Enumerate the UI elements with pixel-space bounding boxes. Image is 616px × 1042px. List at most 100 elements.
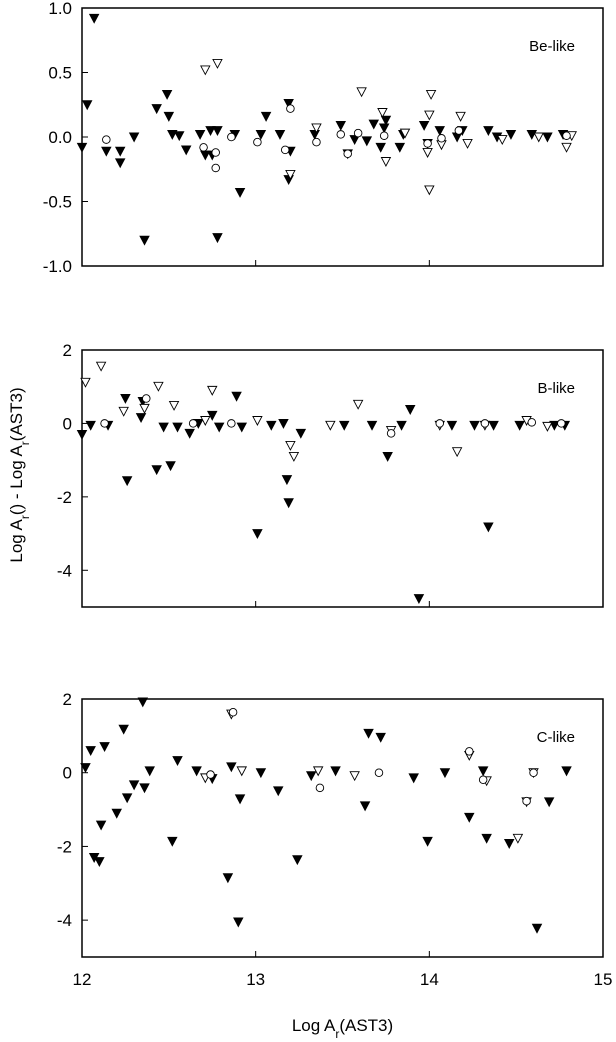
point <box>422 148 433 158</box>
point <box>151 104 162 115</box>
point <box>330 766 341 777</box>
point <box>477 766 489 777</box>
point <box>356 87 367 98</box>
point <box>266 420 277 431</box>
annotation: B-like <box>537 380 575 397</box>
point <box>226 762 237 773</box>
point <box>200 65 211 76</box>
point <box>85 420 96 431</box>
point <box>408 773 419 784</box>
point <box>562 131 571 140</box>
point <box>478 775 488 784</box>
point <box>505 129 517 140</box>
point <box>236 766 248 777</box>
point <box>503 839 515 849</box>
point <box>231 391 242 402</box>
panel: -4 -2 0 2 12 13 14 15 C-like <box>57 690 613 989</box>
point <box>281 475 293 486</box>
point <box>352 399 364 410</box>
point <box>212 126 223 137</box>
point <box>422 836 433 847</box>
point <box>285 441 296 451</box>
point <box>561 766 572 777</box>
point <box>379 131 389 140</box>
point <box>363 728 374 739</box>
point <box>200 416 211 426</box>
point <box>311 123 322 134</box>
point <box>497 135 508 146</box>
point <box>439 768 451 779</box>
point <box>380 115 392 126</box>
panel: -4 -2 0 2 B-like <box>57 341 604 608</box>
point <box>163 111 175 122</box>
point <box>222 873 234 884</box>
y-tick-label: -0.5 <box>43 193 72 212</box>
point <box>378 123 390 134</box>
y-tick-label: 0 <box>63 414 72 433</box>
point <box>462 139 473 149</box>
point <box>480 419 490 428</box>
label-part: Log A <box>7 518 26 562</box>
y-tick-label: 0.5 <box>48 64 72 83</box>
y-tick-label: 0.0 <box>48 128 72 147</box>
point <box>455 111 466 122</box>
point <box>305 771 317 782</box>
point <box>549 420 560 431</box>
point <box>102 135 111 144</box>
point <box>386 429 396 438</box>
y-tick-label: -4 <box>57 561 72 580</box>
point <box>454 126 464 135</box>
point <box>128 780 140 791</box>
point <box>121 476 133 487</box>
point <box>396 420 407 431</box>
point <box>88 13 100 24</box>
point <box>375 142 386 153</box>
point <box>292 855 303 866</box>
point <box>120 394 131 404</box>
point <box>188 419 198 428</box>
point <box>81 100 93 111</box>
point <box>80 377 91 388</box>
point <box>95 820 107 831</box>
point <box>212 233 223 244</box>
label-part: (AST3) <box>7 387 26 441</box>
point <box>469 420 480 431</box>
point <box>394 142 406 153</box>
point <box>451 447 463 458</box>
point <box>135 413 147 424</box>
point <box>207 385 218 396</box>
point <box>114 146 126 157</box>
point <box>76 142 88 153</box>
point <box>283 99 294 109</box>
point <box>404 405 416 415</box>
point <box>168 400 180 411</box>
subscript: r <box>18 515 32 519</box>
point <box>236 422 248 433</box>
point <box>234 188 246 198</box>
point <box>101 146 112 157</box>
point <box>312 766 324 777</box>
point <box>527 418 537 427</box>
point <box>206 770 215 779</box>
point <box>118 724 129 735</box>
plot-frame <box>81 349 604 608</box>
y-tick-label: 2 <box>63 690 72 709</box>
point <box>295 428 307 439</box>
point <box>522 796 531 806</box>
point <box>531 923 543 934</box>
point <box>335 120 347 131</box>
point <box>526 129 538 140</box>
point <box>424 185 435 196</box>
point <box>228 708 238 717</box>
point <box>99 742 110 753</box>
point <box>435 419 445 428</box>
point <box>561 142 572 153</box>
point <box>253 137 262 147</box>
point <box>325 420 336 431</box>
point <box>343 149 352 159</box>
point <box>272 786 284 797</box>
subscript: r <box>18 441 32 445</box>
point <box>212 59 223 69</box>
point <box>139 783 150 794</box>
